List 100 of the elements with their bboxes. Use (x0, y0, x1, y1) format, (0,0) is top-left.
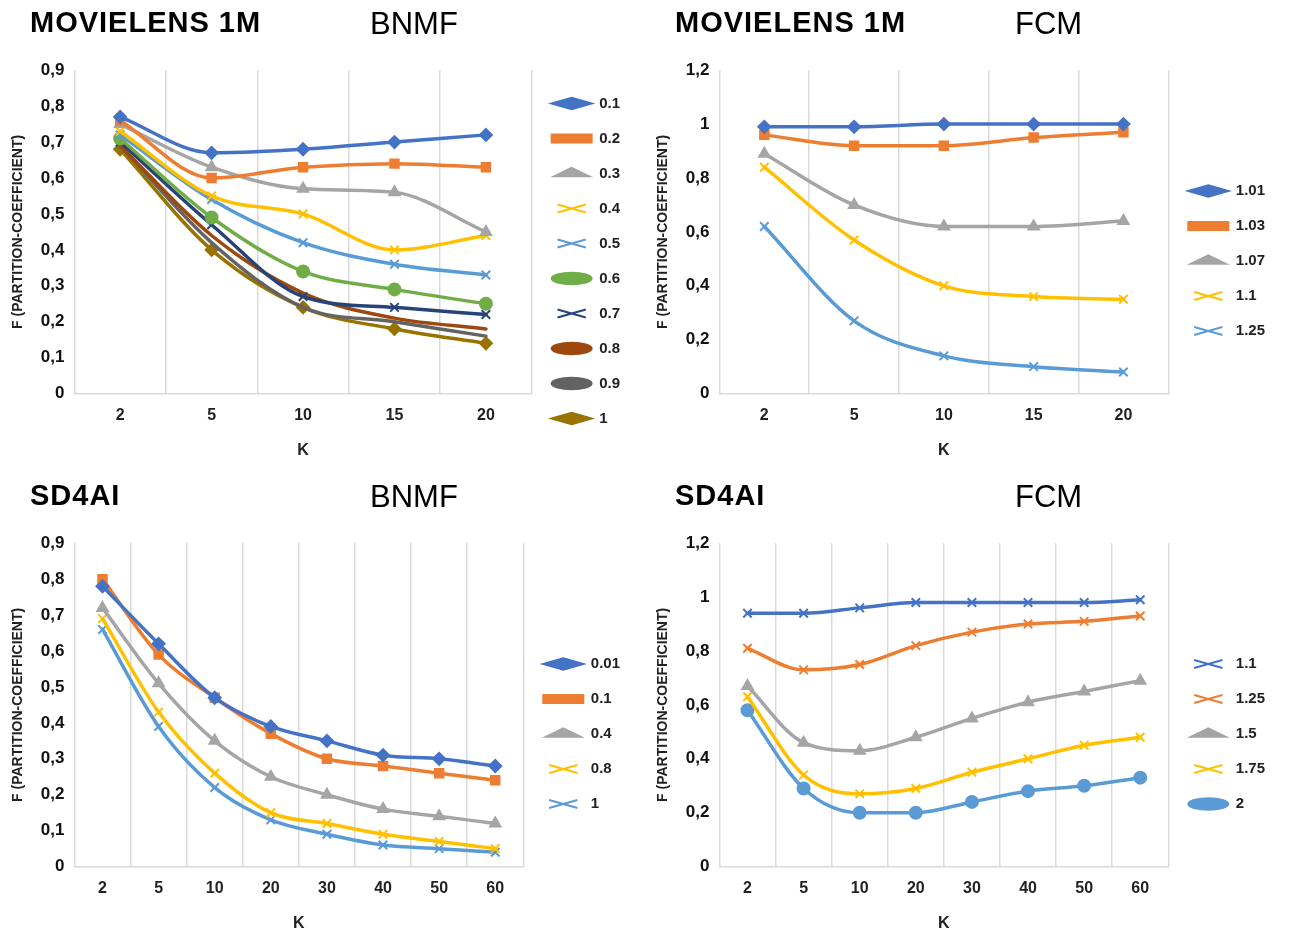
x-tick-label: 5 (849, 405, 859, 423)
legend-label: 0.9 (599, 373, 621, 391)
chart-subtitle: FCM (1015, 479, 1083, 515)
x-tick-label: 10 (850, 878, 869, 896)
x-tick-label: 60 (486, 878, 505, 896)
y-axis-title: F (PARTITION-COEFFICIENT) (9, 607, 26, 802)
y-tick-label: 0,8 (40, 568, 65, 588)
x-tick-label: 60 (1131, 878, 1150, 896)
legend-label: 1.1 (1235, 286, 1257, 304)
legend-label: 1.25 (1235, 321, 1266, 339)
legend-label: 0.8 (599, 338, 621, 356)
y-tick-label: 0,7 (40, 604, 65, 624)
x-tick-label: 15 (385, 405, 404, 423)
y-tick-label: 0,9 (40, 59, 65, 79)
x-axis-title: K (297, 440, 310, 458)
x-tick-label: 10 (205, 878, 224, 896)
y-tick-label: 0,9 (40, 532, 65, 552)
x-axis-title: K (293, 913, 306, 931)
y-tick-label: 0,2 (685, 329, 710, 349)
y-tick-label: 0,8 (685, 640, 710, 660)
y-tick-label: 0,4 (685, 748, 710, 768)
y-axis-title: F (PARTITION-COEFFICIENT) (654, 607, 671, 802)
y-tick-label: 0,2 (685, 802, 710, 822)
y-tick-label: 0,6 (40, 640, 65, 660)
x-axis-title: K (938, 440, 951, 458)
legend-label: 0.4 (599, 198, 621, 216)
legend-label: 0.3 (599, 163, 621, 181)
x-tick-label: 40 (1019, 878, 1038, 896)
x-tick-label: 30 (318, 878, 336, 896)
legend-label: 1 (590, 794, 600, 812)
chart-title: MOVIELENS 1M (675, 6, 907, 39)
y-tick-label: 0,4 (685, 275, 710, 295)
y-tick-label: 0,3 (40, 748, 65, 768)
y-tick-label: 0,6 (685, 221, 710, 241)
x-tick-label: 40 (374, 878, 393, 896)
y-tick-label: 0 (54, 856, 65, 876)
x-tick-label: 5 (154, 878, 164, 896)
y-tick-label: 0,2 (40, 311, 65, 331)
x-tick-label: 20 (1114, 405, 1133, 423)
y-tick-label: 0,8 (40, 95, 65, 115)
legend-label: 1.75 (1235, 759, 1266, 777)
y-tick-label: 1,2 (685, 59, 710, 79)
legend-label: 1 (599, 408, 608, 426)
y-tick-label: 0 (699, 856, 710, 876)
x-tick-label: 20 (261, 878, 280, 896)
legend-label: 0.01 (590, 654, 621, 672)
x-tick-label: 5 (207, 405, 217, 423)
x-tick-label: 2 (759, 405, 769, 423)
x-tick-label: 2 (115, 405, 125, 423)
y-tick-label: 0,3 (40, 275, 65, 295)
legend-label: 1.07 (1235, 251, 1266, 269)
chart-subtitle: BNMF (370, 6, 458, 42)
y-tick-label: 0,7 (40, 131, 65, 151)
y-tick-label: 0,1 (40, 820, 65, 840)
x-tick-label: 20 (906, 878, 925, 896)
y-tick-label: 0 (699, 383, 710, 403)
x-tick-label: 50 (1075, 878, 1094, 896)
y-axis-title: F (PARTITION-COEFFICIENT) (654, 134, 671, 329)
chart-subtitle: FCM (1015, 6, 1083, 42)
y-tick-label: 1 (699, 586, 710, 606)
chart-title: SD4AI (675, 479, 766, 512)
legend-label: 1.25 (1235, 689, 1266, 707)
y-tick-label: 0,8 (685, 167, 710, 187)
y-axis-title: F (PARTITION-COEFFICIENT) (9, 134, 26, 329)
legend-label: 0.2 (599, 128, 621, 146)
x-tick-label: 50 (430, 878, 449, 896)
x-tick-label: 10 (294, 405, 313, 423)
x-tick-label: 10 (934, 405, 953, 423)
chart-subtitle: BNMF (370, 479, 458, 515)
legend-label: 0.4 (590, 724, 613, 742)
x-axis-title: K (938, 913, 951, 931)
y-tick-label: 0,4 (40, 239, 65, 259)
legend-label: 0.6 (599, 268, 621, 286)
y-tick-label: 0,5 (40, 203, 65, 223)
chart-title: SD4AI (30, 479, 121, 512)
x-tick-label: 2 (743, 878, 753, 896)
y-tick-label: 0,5 (40, 676, 65, 696)
y-tick-label: 0,6 (685, 694, 710, 714)
x-tick-label: 15 (1024, 405, 1043, 423)
y-tick-label: 0,4 (40, 712, 65, 732)
y-tick-label: 1 (699, 113, 710, 133)
x-tick-label: 20 (477, 405, 495, 423)
y-tick-label: 1,2 (685, 532, 710, 552)
x-tick-label: 2 (98, 878, 108, 896)
legend-label: 2 (1235, 794, 1245, 812)
legend-label: 0.7 (599, 303, 621, 321)
y-tick-label: 0 (54, 383, 65, 403)
legend-label: 1.01 (1235, 181, 1266, 199)
legend-label: 1.5 (1235, 724, 1257, 742)
y-tick-label: 0,2 (40, 784, 65, 804)
legend-label: 1.03 (1235, 216, 1266, 234)
legend-label: 0.8 (590, 759, 612, 777)
legend-label: 0.5 (599, 233, 621, 251)
legend-label: 0.1 (599, 93, 621, 111)
legend-label: 0.1 (590, 689, 612, 707)
x-tick-label: 30 (963, 878, 981, 896)
y-tick-label: 0,1 (40, 347, 65, 367)
chart-title: MOVIELENS 1M (30, 6, 262, 39)
y-tick-label: 0,6 (40, 167, 65, 187)
x-tick-label: 5 (799, 878, 809, 896)
